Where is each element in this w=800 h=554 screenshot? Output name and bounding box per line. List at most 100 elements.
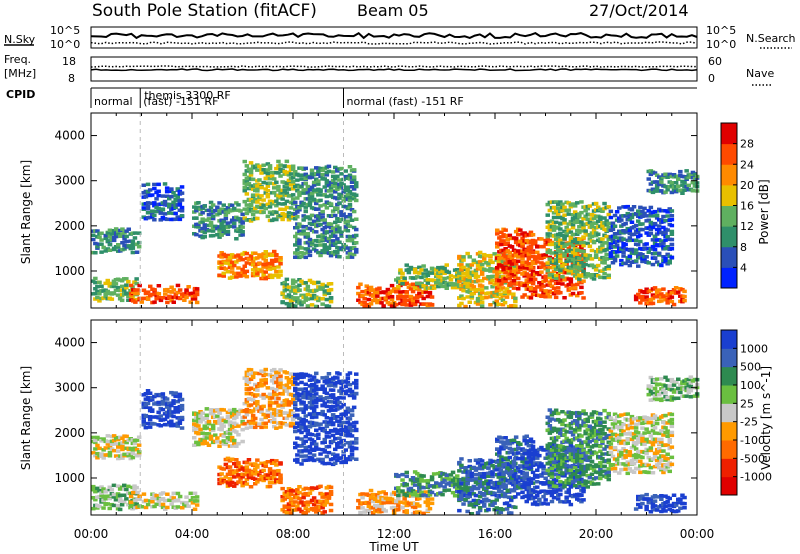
echo-cell xyxy=(652,209,658,214)
echo-cell xyxy=(500,274,506,279)
echo-cell xyxy=(171,300,176,304)
echo-cell xyxy=(93,497,98,502)
echo-cell xyxy=(307,445,313,449)
echo-cell xyxy=(290,282,296,286)
echo-cell xyxy=(232,263,237,268)
echo-cell xyxy=(225,430,231,434)
echo-cell xyxy=(314,398,319,402)
echo-cell xyxy=(246,475,252,480)
echo-cell xyxy=(169,419,174,423)
echo-cell xyxy=(328,485,334,490)
echo-cell xyxy=(322,449,327,453)
echo-cell xyxy=(341,443,346,447)
echo-cell xyxy=(236,258,241,262)
echo-cell xyxy=(379,301,384,305)
echo-cell xyxy=(587,220,593,225)
echo-cell xyxy=(507,233,513,238)
echo-cell xyxy=(475,486,481,491)
echo-cell xyxy=(434,268,439,272)
echo-cell xyxy=(495,286,500,290)
echo-cell xyxy=(290,503,296,508)
echo-cell xyxy=(324,179,330,183)
echo-cell xyxy=(419,476,424,480)
echo-cell xyxy=(549,251,555,255)
echo-cell xyxy=(526,252,532,256)
echo-cell xyxy=(145,295,151,300)
echo-cell xyxy=(305,297,311,301)
echo-cell xyxy=(528,245,534,250)
echo-cell xyxy=(636,264,641,268)
echo-cell xyxy=(165,287,170,292)
echo-cell xyxy=(158,414,163,418)
echo-cell xyxy=(665,292,670,296)
echo-cell xyxy=(221,220,226,224)
echo-cell xyxy=(253,206,258,211)
echo-cell xyxy=(522,231,527,235)
echo-cell xyxy=(404,294,409,299)
echo-cell xyxy=(640,209,645,214)
echo-cell xyxy=(244,461,250,465)
echo-cell xyxy=(604,241,609,245)
echo-cell xyxy=(398,290,403,294)
echo-cell xyxy=(373,297,378,302)
echo-cell xyxy=(227,408,233,413)
echo-cell xyxy=(520,241,525,246)
echo-cell xyxy=(255,403,260,408)
echo-cell xyxy=(377,499,382,503)
echo-cell xyxy=(286,507,292,512)
echo-cell xyxy=(429,501,435,506)
echo-cell xyxy=(305,304,311,308)
echo-cell xyxy=(177,392,183,397)
echo-cell xyxy=(242,415,247,419)
echo-cell xyxy=(396,496,401,501)
echo-cell xyxy=(633,238,639,242)
echo-cell xyxy=(625,259,630,263)
echo-cell xyxy=(167,196,172,201)
echo-cell xyxy=(179,205,185,210)
echo-cell xyxy=(673,181,679,185)
echo-cell xyxy=(351,177,357,182)
echo-cell xyxy=(366,509,372,514)
echo-cell xyxy=(165,300,170,305)
echo-cell xyxy=(558,270,563,275)
echo-cell xyxy=(95,486,100,491)
echo-cell xyxy=(269,212,275,216)
echo-cell xyxy=(524,272,529,276)
echo-cell xyxy=(278,473,283,477)
echo-cell xyxy=(134,485,139,490)
echo-cell xyxy=(335,431,340,435)
freq-panel: Freq. [MHz] 18 8 60 0 Nave xyxy=(4,53,774,86)
echo-cell xyxy=(134,281,139,286)
echo-cell xyxy=(469,471,475,476)
echo-cell xyxy=(564,242,569,247)
echo-cell xyxy=(274,426,279,430)
echo-cell xyxy=(625,211,630,216)
echo-cell xyxy=(232,206,237,211)
echo-cell xyxy=(284,371,290,375)
echo-cell xyxy=(318,166,323,171)
echo-cell xyxy=(253,425,258,430)
echo-cell xyxy=(610,261,616,265)
echo-cell xyxy=(505,237,510,242)
echo-cell xyxy=(286,505,292,509)
echo-cell xyxy=(261,180,266,185)
echo-cell xyxy=(638,233,643,238)
echo-cell xyxy=(141,296,147,301)
echo-cell xyxy=(95,284,100,289)
echo-cell xyxy=(280,217,285,222)
echo-cell xyxy=(320,215,325,220)
echo-cell xyxy=(671,188,677,192)
echo-cell xyxy=(511,286,517,290)
echo-cell xyxy=(347,422,353,426)
echo-cell xyxy=(175,424,180,428)
echo-cell xyxy=(314,384,319,389)
echo-cell xyxy=(330,170,336,174)
echo-cell xyxy=(278,480,283,485)
echo-cell xyxy=(130,239,136,244)
echo-cell xyxy=(162,417,168,422)
echo-cell xyxy=(250,268,256,272)
echo-cell xyxy=(570,222,576,227)
echo-cell xyxy=(558,200,563,204)
echo-cell xyxy=(659,218,664,222)
echo-cell xyxy=(145,207,151,211)
